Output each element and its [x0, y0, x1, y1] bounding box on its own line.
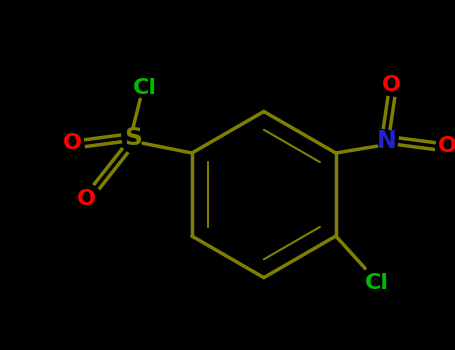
Text: O: O	[382, 75, 401, 94]
Text: O: O	[77, 189, 96, 209]
Text: O: O	[438, 136, 455, 156]
Text: O: O	[63, 133, 82, 153]
Text: Cl: Cl	[365, 273, 389, 293]
Text: S: S	[124, 126, 142, 150]
Text: N: N	[377, 129, 396, 153]
Text: Cl: Cl	[133, 78, 157, 98]
